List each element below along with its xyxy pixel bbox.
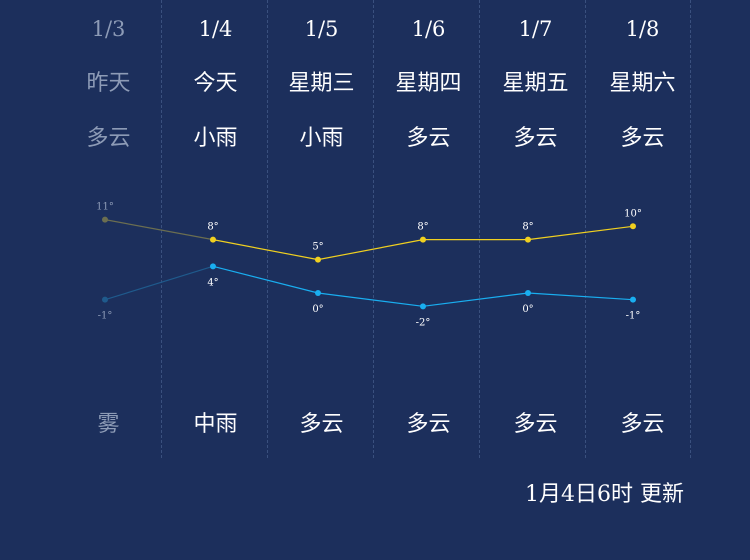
low-temp-label: 0° <box>312 304 323 315</box>
low-temp-label: 4° <box>207 277 218 288</box>
low-temp-label: 0° <box>522 304 533 315</box>
day-weather: 多云 <box>620 126 665 151</box>
day-weather: 小雨 <box>299 126 344 151</box>
low-temp-point <box>525 290 531 296</box>
update-time: 1月4日6时 更新 <box>525 482 684 507</box>
column-divider <box>161 0 162 458</box>
high-temp-point <box>210 236 216 243</box>
high-temp-label: 8° <box>207 222 218 233</box>
day-weather: 多云 <box>406 126 451 151</box>
column-divider <box>690 0 691 458</box>
low-temp-line-segment <box>422 292 529 307</box>
day-weekday: 星期六 <box>609 71 676 96</box>
low-temp-point <box>102 296 108 303</box>
column-divider <box>373 0 374 458</box>
low-temp-point <box>210 263 216 270</box>
low-temp-point <box>420 303 426 310</box>
high-temp-line-segment <box>104 219 214 241</box>
day-weather: 小雨 <box>193 126 238 151</box>
day-weekday: 星期三 <box>288 71 355 96</box>
low-temp-line-segment <box>104 265 214 301</box>
high-temp-label: 10° <box>624 208 642 219</box>
day-weather: 多云 <box>86 126 131 151</box>
night-weather: 中雨 <box>193 412 238 437</box>
day-weather: 多云 <box>513 126 558 151</box>
night-weather: 多云 <box>513 412 558 437</box>
night-weather: 雾 <box>97 412 120 437</box>
high-temp-line-segment <box>212 239 319 261</box>
high-temp-label: 5° <box>312 242 323 253</box>
day-weekday: 星期四 <box>395 71 462 96</box>
high-temp-label: 8° <box>522 222 533 233</box>
high-temp-point <box>315 256 321 263</box>
day-date: 1/6 <box>411 17 446 41</box>
day-date: 1/5 <box>304 17 339 41</box>
low-temp-label: -1° <box>626 311 641 322</box>
day-date: 1/8 <box>625 17 660 41</box>
high-temp-point <box>525 236 531 243</box>
low-temp-line-segment <box>317 292 424 307</box>
temperature-chart: 11° 8° 5° 8° 8° 10° -1° 4° 0° -2° 0° -1° <box>96 202 642 329</box>
night-weather: 多云 <box>299 412 344 437</box>
low-temp-line-segment <box>527 292 634 301</box>
column-divider <box>267 0 268 458</box>
column-divider <box>585 0 586 458</box>
day-weekday: 星期五 <box>502 71 569 96</box>
low-temp-label: -2° <box>416 317 431 328</box>
low-temp-label: -1° <box>98 311 113 322</box>
day-weekday: 昨天 <box>86 71 131 96</box>
high-temp-line-segment <box>527 225 634 241</box>
day-date: 1/4 <box>198 17 233 41</box>
low-temp-line-segment <box>212 265 319 294</box>
high-temp-label: 11° <box>96 202 114 213</box>
high-temp-point <box>102 216 108 223</box>
high-temp-line-segment <box>317 239 424 261</box>
column-divider <box>479 0 480 458</box>
high-temp-point <box>630 223 636 230</box>
day-date: 1/7 <box>518 17 553 41</box>
day-date: 1/3 <box>91 17 126 41</box>
night-weather: 多云 <box>620 412 665 437</box>
high-temp-label: 8° <box>417 222 428 233</box>
low-temp-point <box>315 290 321 296</box>
low-temp-point <box>630 296 636 303</box>
high-temp-point <box>420 236 426 243</box>
day-weekday: 今天 <box>193 71 238 96</box>
night-weather: 多云 <box>406 412 451 437</box>
